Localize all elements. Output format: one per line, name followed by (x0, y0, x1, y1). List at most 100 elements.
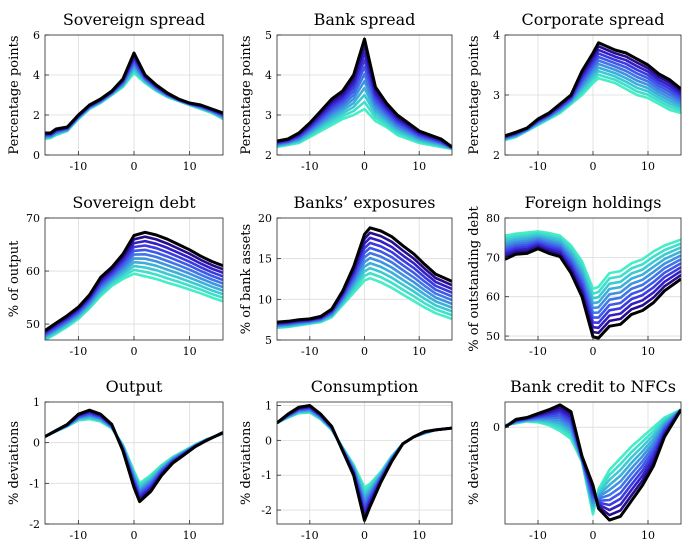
x-tick-label: 0 (361, 160, 368, 173)
x-tick-label: -10 (70, 345, 88, 358)
panel-9: -10 0 10 0 Bank credit to NFCs % deviations (467, 377, 682, 542)
x-tick-label: -10 (301, 529, 319, 542)
y-tick-label: 1 (33, 396, 40, 409)
y-axis-label: % of bank assets (239, 224, 254, 334)
x-tick-label: -10 (529, 160, 547, 173)
y-tick-label: 3 (265, 109, 272, 122)
panel-title: Corporate spread (522, 10, 665, 29)
x-tick-label: 0 (590, 529, 597, 542)
y-tick-label: 60 (26, 265, 40, 278)
y-tick-label: 1 (265, 399, 272, 412)
y-axis-label: Percentage points (467, 35, 482, 154)
y-axis-label: % deviations (467, 421, 482, 505)
y-tick-label: 70 (26, 212, 40, 225)
y-tick-label: 5 (265, 334, 272, 347)
panel-3: -10 0 10 2 3 4 Corporate spread Percentage poin… (467, 10, 682, 173)
x-tick-label: -10 (301, 345, 319, 358)
y-tick-label: 10 (258, 293, 272, 306)
y-tick-label: 60 (486, 291, 500, 304)
panel-4: -10 0 10 50 60 70 Sovereign debt % of output (7, 193, 224, 358)
x-tick-label: 0 (131, 160, 138, 173)
x-tick-label: -10 (529, 345, 547, 358)
series-group (45, 51, 223, 141)
panel-5: -10 0 10 5 10 15 20 Banks’ exposures % of bank a… (239, 193, 453, 358)
y-axis-label: % of output (7, 240, 22, 317)
x-tick-label: -10 (301, 160, 319, 173)
y-tick-label: 0 (265, 434, 272, 447)
panel-title: Banks’ exposures (294, 193, 436, 212)
series-line-0 (277, 37, 452, 149)
panel-title: Output (106, 377, 163, 396)
y-tick-label: -1 (29, 477, 40, 490)
series-line-0 (45, 230, 223, 332)
x-tick-label: 0 (131, 529, 138, 542)
x-tick-label: 10 (641, 160, 655, 173)
series-group (45, 408, 223, 504)
y-tick-label: 4 (265, 69, 272, 82)
panel-title: Sovereign spread (63, 10, 205, 29)
series-group (505, 230, 681, 340)
series-line-9 (505, 231, 681, 295)
series-group (277, 404, 452, 522)
x-tick-label: -10 (70, 160, 88, 173)
x-tick-label: 0 (590, 345, 597, 358)
series-line-4 (505, 240, 681, 319)
x-tick-label: -10 (70, 529, 88, 542)
series-line-8 (505, 233, 681, 300)
series-line-0 (45, 408, 223, 504)
panel-6: -10 0 10 50 60 70 80 Foreign holdings % of outst… (467, 193, 682, 358)
series-line-5 (505, 238, 681, 315)
y-tick-label: -1 (261, 469, 272, 482)
panel-title: Bank spread (314, 10, 416, 29)
series-line-0 (505, 41, 681, 138)
series-group (277, 226, 452, 330)
x-tick-label: 10 (641, 345, 655, 358)
series-line-10 (505, 230, 681, 291)
y-axis-label: % deviations (239, 421, 254, 505)
y-axis-label: Percentage points (7, 35, 22, 154)
x-tick-label: 0 (590, 160, 597, 173)
y-tick-label: 4 (493, 29, 500, 42)
y-tick-label: 0 (33, 437, 40, 450)
y-tick-label: 15 (258, 253, 272, 266)
x-tick-label: -10 (529, 529, 547, 542)
y-tick-label: 0 (493, 421, 500, 434)
series-line-0 (505, 403, 681, 522)
x-tick-label: 10 (183, 345, 197, 358)
x-tick-label: 10 (641, 529, 655, 542)
y-tick-label: 20 (258, 212, 272, 225)
y-tick-label: 6 (33, 29, 40, 42)
y-tick-label: 3 (493, 89, 500, 102)
y-tick-label: 0 (33, 149, 40, 162)
y-tick-label: 50 (26, 318, 40, 331)
panel-1: -10 0 10 0 2 4 6 Sovereign spread Percentage poi… (7, 10, 224, 173)
y-tick-label: 2 (493, 149, 500, 162)
x-tick-label: 0 (361, 529, 368, 542)
x-tick-label: 10 (412, 529, 426, 542)
series-group (277, 37, 452, 151)
series-line-2 (505, 243, 681, 330)
y-tick-label: 4 (33, 69, 40, 82)
y-tick-label: 2 (33, 109, 40, 122)
series-line-7 (505, 235, 681, 305)
series-line-3 (505, 242, 681, 324)
panel-title: Bank credit to NFCs (510, 377, 676, 396)
x-tick-label: 10 (183, 160, 197, 173)
y-tick-label: 2 (265, 149, 272, 162)
panel-title: Consumption (311, 377, 419, 396)
panel-title: Foreign holdings (525, 193, 662, 212)
y-tick-label: 50 (486, 330, 500, 343)
x-tick-label: 10 (412, 345, 426, 358)
x-tick-label: 10 (412, 160, 426, 173)
panel-title: Sovereign debt (72, 193, 196, 212)
x-tick-label: 0 (131, 345, 138, 358)
panel-2: -10 0 10 2 3 4 5 Bank spread Percentage points (239, 10, 453, 173)
series-group (505, 403, 681, 522)
series-group (45, 230, 223, 340)
y-tick-label: 70 (486, 251, 500, 264)
y-tick-label: 5 (265, 29, 272, 42)
y-axis-label: Percentage points (239, 35, 254, 154)
